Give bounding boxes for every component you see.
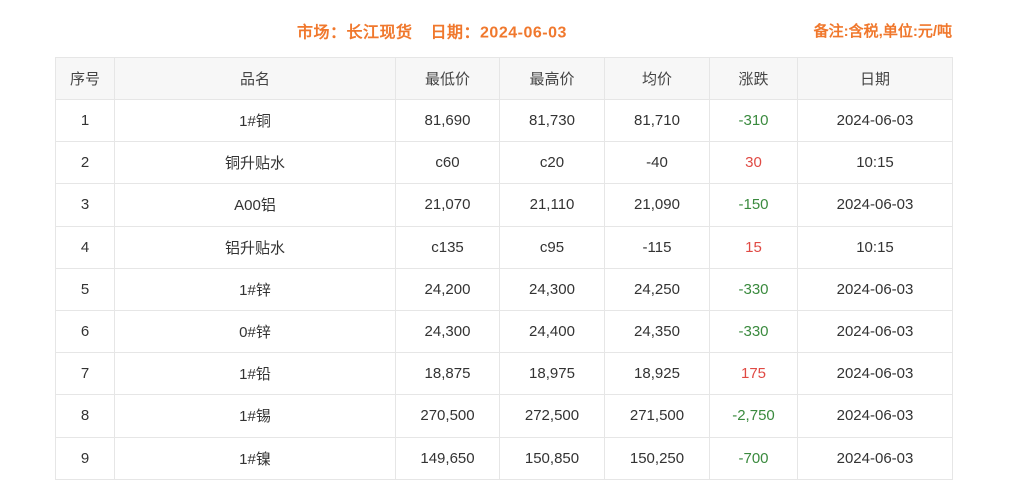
page-header: 市场：长江现货 日期：2024-06-03 备注:含税,单位:元/吨 bbox=[0, 0, 1010, 57]
cell-high: 24,400 bbox=[499, 309, 605, 354]
change-value: -310 bbox=[738, 112, 769, 130]
cell-date: 2024-06-03 bbox=[797, 309, 953, 354]
cell-high: 21,110 bbox=[499, 183, 605, 227]
cell-product: 铝升贴水 bbox=[114, 225, 396, 269]
column-header-change: 涨跌 bbox=[709, 57, 798, 100]
cell-date: 2024-06-03 bbox=[797, 352, 953, 396]
table-row: 2 铜升贴水 c60 c20 -40 30 10:15 bbox=[55, 141, 953, 185]
cell-avg: 18,925 bbox=[604, 352, 710, 396]
table-row: 5 1#锌 24,200 24,300 24,250 -330 2024-06-… bbox=[55, 267, 953, 311]
cell-high: c95 bbox=[499, 225, 605, 269]
cell-change: -310 bbox=[709, 98, 798, 143]
cell-high: 81,730 bbox=[499, 98, 605, 143]
cell-high: c20 bbox=[499, 141, 605, 185]
cell-avg: -40 bbox=[604, 141, 710, 185]
column-header-avg: 均价 bbox=[604, 57, 710, 100]
cell-date: 2024-06-03 bbox=[797, 183, 953, 227]
cell-avg: 21,090 bbox=[604, 183, 710, 227]
table-header-row: 序号 品名 最低价 最高价 均价 涨跌 日期 bbox=[55, 57, 953, 100]
cell-index: 5 bbox=[55, 267, 115, 311]
cell-product: 铜升贴水 bbox=[114, 141, 396, 185]
cell-product: 1#铜 bbox=[114, 98, 396, 143]
cell-index: 9 bbox=[55, 436, 115, 480]
table-row: 6 0#锌 24,300 24,400 24,350 -330 2024-06-… bbox=[55, 309, 953, 354]
cell-high: 150,850 bbox=[499, 436, 605, 480]
date-label: 日期：2024-06-03 bbox=[430, 23, 567, 41]
cell-high: 24,300 bbox=[499, 267, 605, 311]
cell-low: 18,875 bbox=[395, 352, 500, 396]
column-header-index: 序号 bbox=[55, 57, 115, 100]
change-value: -2,750 bbox=[732, 407, 775, 425]
cell-index: 8 bbox=[55, 394, 115, 438]
cell-product: A00铝 bbox=[114, 183, 396, 227]
table-row: 9 1#镍 149,650 150,850 150,250 -700 2024-… bbox=[55, 436, 953, 480]
cell-high: 272,500 bbox=[499, 394, 605, 438]
cell-low: 149,650 bbox=[395, 436, 500, 480]
market-date-title: 市场：长江现货 日期：2024-06-03 bbox=[297, 18, 567, 42]
cell-index: 7 bbox=[55, 352, 115, 396]
cell-index: 3 bbox=[55, 183, 115, 227]
cell-change: -330 bbox=[709, 267, 798, 311]
cell-change: 15 bbox=[709, 225, 798, 269]
cell-date: 2024-06-03 bbox=[797, 394, 953, 438]
cell-change: -330 bbox=[709, 309, 798, 354]
cell-low: 81,690 bbox=[395, 98, 500, 143]
cell-date: 2024-06-03 bbox=[797, 98, 953, 143]
cell-date: 2024-06-03 bbox=[797, 267, 953, 311]
cell-low: c135 bbox=[395, 225, 500, 269]
cell-change: 175 bbox=[709, 352, 798, 396]
market-label: 市场：长江现货 bbox=[297, 23, 413, 41]
change-value: -150 bbox=[738, 196, 769, 214]
cell-product: 0#锌 bbox=[114, 309, 396, 354]
table-row: 1 1#铜 81,690 81,730 81,710 -310 2024-06-… bbox=[55, 98, 953, 143]
cell-date: 10:15 bbox=[797, 141, 953, 185]
cell-product: 1#镍 bbox=[114, 436, 396, 480]
column-header-low: 最低价 bbox=[395, 57, 500, 100]
cell-low: 24,200 bbox=[395, 267, 500, 311]
cell-avg: 24,350 bbox=[604, 309, 710, 354]
cell-product: 1#锡 bbox=[114, 394, 396, 438]
cell-change: 30 bbox=[709, 141, 798, 185]
cell-date: 2024-06-03 bbox=[797, 436, 953, 480]
cell-low: 21,070 bbox=[395, 183, 500, 227]
table-row: 4 铝升贴水 c135 c95 -115 15 10:15 bbox=[55, 225, 953, 269]
cell-index: 4 bbox=[55, 225, 115, 269]
cell-avg: -115 bbox=[604, 225, 710, 269]
change-value: -700 bbox=[738, 449, 769, 467]
cell-low: c60 bbox=[395, 141, 500, 185]
cell-change: -2,750 bbox=[709, 394, 798, 438]
change-value: -330 bbox=[738, 280, 769, 298]
change-value: 175 bbox=[740, 365, 767, 383]
cell-index: 6 bbox=[55, 309, 115, 354]
cell-avg: 150,250 bbox=[604, 436, 710, 480]
remark-note: 备注:含税,单位:元/吨 bbox=[813, 22, 952, 40]
cell-avg: 81,710 bbox=[604, 98, 710, 143]
column-header-product: 品名 bbox=[114, 57, 396, 100]
cell-product: 1#铅 bbox=[114, 352, 396, 396]
change-value: -330 bbox=[738, 323, 769, 341]
change-value: 30 bbox=[745, 154, 762, 172]
table-row: 3 A00铝 21,070 21,110 21,090 -150 2024-06… bbox=[55, 183, 953, 227]
price-table: 序号 品名 最低价 最高价 均价 涨跌 日期 1 1#铜 81,690 81,7… bbox=[55, 57, 953, 480]
cell-product: 1#锌 bbox=[114, 267, 396, 311]
cell-date: 10:15 bbox=[797, 225, 953, 269]
change-value: 15 bbox=[745, 238, 762, 256]
cell-high: 18,975 bbox=[499, 352, 605, 396]
cell-index: 1 bbox=[55, 98, 115, 143]
cell-low: 24,300 bbox=[395, 309, 500, 354]
cell-change: -150 bbox=[709, 183, 798, 227]
cell-low: 270,500 bbox=[395, 394, 500, 438]
table-row: 8 1#锡 270,500 272,500 271,500 -2,750 202… bbox=[55, 394, 953, 438]
cell-avg: 271,500 bbox=[604, 394, 710, 438]
column-header-date: 日期 bbox=[797, 57, 953, 100]
column-header-high: 最高价 bbox=[499, 57, 605, 100]
cell-change: -700 bbox=[709, 436, 798, 480]
cell-index: 2 bbox=[55, 141, 115, 185]
cell-avg: 24,250 bbox=[604, 267, 710, 311]
table-row: 7 1#铅 18,875 18,975 18,925 175 2024-06-0… bbox=[55, 352, 953, 396]
